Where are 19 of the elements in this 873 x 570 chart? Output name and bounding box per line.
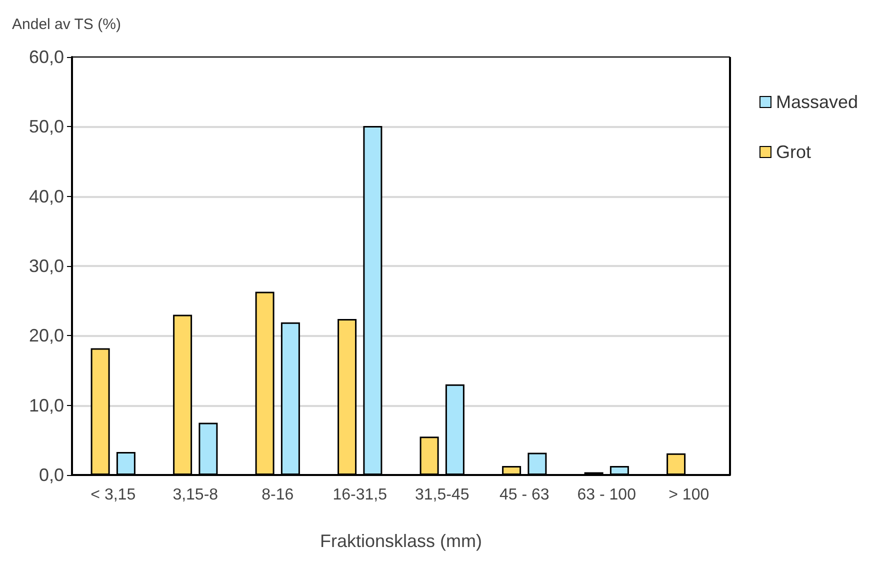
x-tick-label: 45 - 63 bbox=[499, 486, 550, 504]
x-tick-label: 16-31,5 bbox=[332, 486, 388, 504]
legend-label: Massaved bbox=[776, 92, 858, 112]
y-tick-label: 10,0 bbox=[28, 395, 64, 416]
y-tick-label: 20,0 bbox=[28, 326, 64, 346]
y-tick-label: 40,0 bbox=[28, 186, 64, 206]
y-tick-label: 50,0 bbox=[28, 116, 64, 137]
x-axis-title: Fraktionsklass (mm) bbox=[320, 531, 482, 551]
x-tick-label: 63 - 100 bbox=[577, 486, 636, 504]
y-axis-title: Andel av TS (%) bbox=[12, 16, 121, 33]
x-tick-label: 3,15-8 bbox=[172, 486, 218, 504]
y-tick-label: 60,0 bbox=[28, 47, 64, 67]
x-tick-label: > 100 bbox=[668, 486, 710, 504]
x-tick-label: 8-16 bbox=[262, 486, 294, 504]
legend-label: Grot bbox=[776, 142, 811, 162]
y-tick-label: 0,0 bbox=[38, 465, 64, 485]
x-tick-label: 31,5-45 bbox=[414, 486, 470, 504]
y-tick-label: 30,0 bbox=[28, 256, 64, 276]
x-tick-label: < 3,15 bbox=[90, 486, 136, 504]
